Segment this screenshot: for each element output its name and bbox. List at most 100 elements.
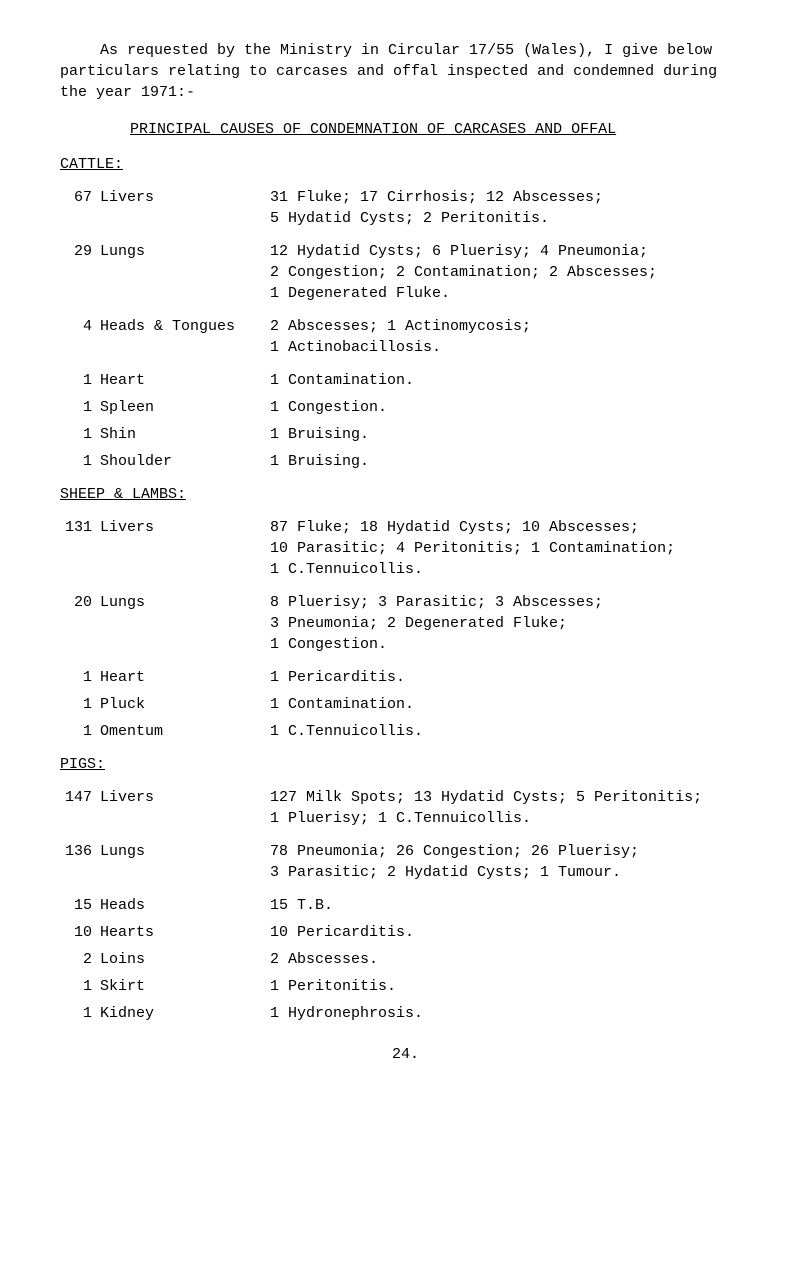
row-left: 10 Hearts [60,922,270,943]
row-left: 1 Shin [60,424,270,445]
row-description: 10 Pericarditis. [270,922,751,943]
row-label: Loins [100,949,270,970]
row-left: 1 Spleen [60,397,270,418]
table-row: 29 Lungs 12 Hydatid Cysts; 6 Pluerisy; 4… [60,241,751,304]
row-description: 1 Hydronephrosis. [270,1003,751,1024]
row-label: Shoulder [100,451,270,472]
row-count: 67 [60,187,100,229]
table-row: 1 Spleen 1 Congestion. [60,397,751,418]
row-description: 1 Contamination. [270,694,751,715]
row-left: 136 Lungs [60,841,270,883]
row-label: Lungs [100,841,270,883]
row-left: 15 Heads [60,895,270,916]
row-description: 1 C.Tennuicollis. [270,721,751,742]
section-header-cattle: CATTLE: [60,154,751,175]
row-left: 1 Omentum [60,721,270,742]
row-count: 1 [60,694,100,715]
row-description: 1 Bruising. [270,451,751,472]
row-left: 147 Livers [60,787,270,829]
row-description: 1 Peritonitis. [270,976,751,997]
row-count: 2 [60,949,100,970]
row-left: 1 Heart [60,667,270,688]
row-label: Spleen [100,397,270,418]
table-row: 1 Omentum 1 C.Tennuicollis. [60,721,751,742]
row-count: 1 [60,451,100,472]
row-count: 147 [60,787,100,829]
table-row: 147 Livers 127 Milk Spots; 13 Hydatid Cy… [60,787,751,829]
table-row: 1 Heart 1 Contamination. [60,370,751,391]
table-row: 15 Heads 15 T.B. [60,895,751,916]
row-label: Livers [100,187,270,229]
row-label: Pluck [100,694,270,715]
table-row: 1 Shoulder 1 Bruising. [60,451,751,472]
row-count: 29 [60,241,100,304]
row-left: 1 Heart [60,370,270,391]
table-row: 20 Lungs 8 Pluerisy; 3 Parasitic; 3 Absc… [60,592,751,655]
row-label: Heart [100,370,270,391]
row-left: 131 Livers [60,517,270,580]
row-left: 4 Heads & Tongues [60,316,270,358]
table-row: 1 Heart 1 Pericarditis. [60,667,751,688]
section-header-pigs: PIGS: [60,754,751,775]
row-label: Livers [100,517,270,580]
row-count: 15 [60,895,100,916]
row-label: Lungs [100,241,270,304]
table-row: 136 Lungs 78 Pneumonia; 26 Congestion; 2… [60,841,751,883]
row-label: Heart [100,667,270,688]
row-count: 1 [60,721,100,742]
row-description: 8 Pluerisy; 3 Parasitic; 3 Abscesses;3 P… [270,592,751,655]
row-description: 1 Congestion. [270,397,751,418]
row-left: 1 Shoulder [60,451,270,472]
row-label: Skirt [100,976,270,997]
table-row: 1 Shin 1 Bruising. [60,424,751,445]
main-title: PRINCIPAL CAUSES OF CONDEMNATION OF CARC… [130,119,751,140]
row-count: 20 [60,592,100,655]
row-label: Heads & Tongues [100,316,270,358]
row-left: 1 Pluck [60,694,270,715]
row-count: 1 [60,976,100,997]
row-count: 1 [60,370,100,391]
row-label: Hearts [100,922,270,943]
row-left: 2 Loins [60,949,270,970]
row-description: 12 Hydatid Cysts; 6 Pluerisy; 4 Pneumoni… [270,241,751,304]
table-row: 1 Kidney 1 Hydronephrosis. [60,1003,751,1024]
row-description: 2 Abscesses. [270,949,751,970]
intro-paragraph: As requested by the Ministry in Circular… [60,40,751,103]
row-description: 1 Bruising. [270,424,751,445]
row-description: 127 Milk Spots; 13 Hydatid Cysts; 5 Peri… [270,787,751,829]
row-description: 31 Fluke; 17 Cirrhosis; 12 Abscesses;5 H… [270,187,751,229]
row-count: 1 [60,424,100,445]
row-left: 1 Skirt [60,976,270,997]
row-left: 29 Lungs [60,241,270,304]
row-left: 20 Lungs [60,592,270,655]
table-row: 131 Livers 87 Fluke; 18 Hydatid Cysts; 1… [60,517,751,580]
row-description: 78 Pneumonia; 26 Congestion; 26 Pluerisy… [270,841,751,883]
row-count: 131 [60,517,100,580]
row-left: 67 Livers [60,187,270,229]
page-number: 24. [60,1044,751,1065]
row-count: 1 [60,1003,100,1024]
row-label: Heads [100,895,270,916]
row-label: Lungs [100,592,270,655]
row-label: Shin [100,424,270,445]
table-row: 1 Skirt 1 Peritonitis. [60,976,751,997]
row-description: 15 T.B. [270,895,751,916]
table-row: 2 Loins 2 Abscesses. [60,949,751,970]
row-count: 10 [60,922,100,943]
row-label: Omentum [100,721,270,742]
row-count: 4 [60,316,100,358]
row-description: 87 Fluke; 18 Hydatid Cysts; 10 Abscesses… [270,517,751,580]
row-label: Livers [100,787,270,829]
section-header-sheep: SHEEP & LAMBS: [60,484,751,505]
row-description: 1 Pericarditis. [270,667,751,688]
row-description: 2 Abscesses; 1 Actinomycosis;1 Actinobac… [270,316,751,358]
row-count: 1 [60,397,100,418]
table-row: 67 Livers 31 Fluke; 17 Cirrhosis; 12 Abs… [60,187,751,229]
row-left: 1 Kidney [60,1003,270,1024]
table-row: 1 Pluck 1 Contamination. [60,694,751,715]
row-count: 1 [60,667,100,688]
table-row: 10 Hearts 10 Pericarditis. [60,922,751,943]
row-label: Kidney [100,1003,270,1024]
table-row: 4 Heads & Tongues 2 Abscesses; 1 Actinom… [60,316,751,358]
row-description: 1 Contamination. [270,370,751,391]
